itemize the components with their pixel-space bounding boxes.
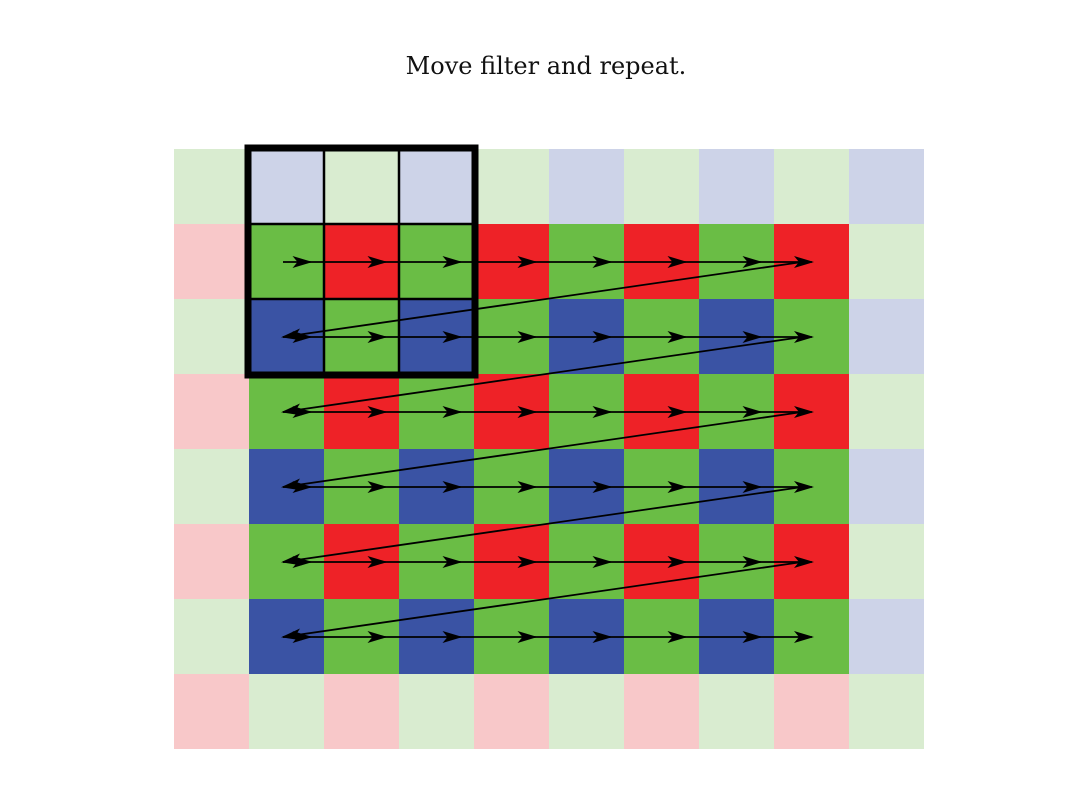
scan-path-arrows	[281, 256, 814, 643]
grid-cell-r0-c5	[549, 149, 624, 224]
return-arrow-row1	[281, 261, 803, 341]
grid-cell-r4-c9	[849, 449, 924, 524]
grid-cell-r2-c9	[849, 299, 924, 374]
grid-cell-r0-c0	[174, 149, 249, 224]
grid-cell-r7-c0	[174, 674, 249, 749]
grid-cell-r0-c6	[624, 149, 699, 224]
grid-cell-r5-c9	[849, 524, 924, 599]
grid-cell-r7-c1	[249, 674, 324, 749]
grid-cell-r4-c0	[174, 449, 249, 524]
return-arrow-row2	[281, 336, 803, 416]
grid-cell-r3-c0	[174, 374, 249, 449]
grid-cell-r6-c0	[174, 599, 249, 674]
grid-cell-r0-c1	[249, 149, 324, 224]
grid-cell-r7-c2	[324, 674, 399, 749]
grid-cell-r0-c9	[849, 149, 924, 224]
grid-cell-r7-c4	[474, 674, 549, 749]
grid-cell-r7-c3	[399, 674, 474, 749]
grid-cell-r0-c3	[399, 149, 474, 224]
filter-frame	[244, 144, 479, 379]
grid-cell-r6-c9	[849, 599, 924, 674]
return-arrow-row4	[281, 486, 803, 566]
diagram-caption: Move filter and repeat.	[405, 52, 687, 80]
grid-cell-r0-c7	[699, 149, 774, 224]
grid-cell-r7-c6	[624, 674, 699, 749]
grid-cell-r7-c8	[774, 674, 849, 749]
grid-cell-r1-c0	[174, 224, 249, 299]
grid-cell-r5-c0	[174, 524, 249, 599]
grid-cell-r2-c0	[174, 299, 249, 374]
return-arrow-row5	[281, 561, 803, 641]
grid-cell-r0-c2	[324, 149, 399, 224]
grid-cell-r3-c9	[849, 374, 924, 449]
grid-cell-r7-c7	[699, 674, 774, 749]
grid-cell-r0-c8	[774, 149, 849, 224]
grid-cell-r7-c9	[849, 674, 924, 749]
grid-cell-r0-c4	[474, 149, 549, 224]
filter-window	[244, 144, 479, 379]
grid-cell-r1-c9	[849, 224, 924, 299]
grid-cell-r7-c5	[549, 674, 624, 749]
return-arrow-row3	[281, 411, 803, 491]
